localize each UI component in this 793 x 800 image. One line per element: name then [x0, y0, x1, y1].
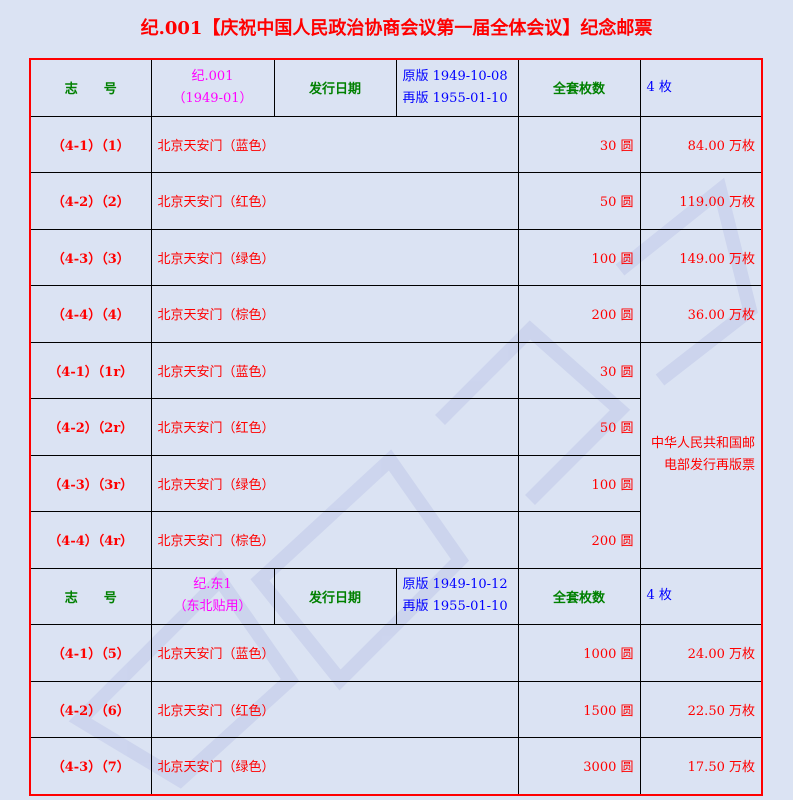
stamp-id: （4-2）（6）	[29, 680, 152, 738]
stamp-name: 北京天安门（绿色）	[150, 454, 519, 512]
issue-dates: 原版 1949-10-08 再版 1955-01-10	[395, 58, 519, 117]
stamp-id: （4-3）（3r）	[29, 454, 152, 512]
stamp-id: （4-4）（4）	[29, 285, 152, 343]
stamp-name: 北京天安门（绿色）	[150, 228, 519, 286]
stamp-id: （4-1）（5）	[29, 624, 152, 682]
section-header-row: 志 号 纪.001 （1949-01） 发行日期 原版 1949-10-08 再版 195…	[29, 58, 763, 117]
stamp-id: （4-1）（1r）	[29, 341, 152, 399]
set-count-label: 全套枚数	[517, 567, 641, 625]
face-value: 50 圆	[517, 398, 641, 456]
set-count-value: 4 枚	[639, 58, 763, 117]
table-row: （4-1）（1） 北京天安门（蓝色） 30 圆 84.00 万枚	[29, 115, 763, 173]
set-count-value: 4 枚	[639, 567, 763, 625]
zhihao-label: 志 号	[29, 58, 152, 117]
issue-code-sub: （1949-01）	[172, 90, 253, 106]
stamp-id: （4-2）（2r）	[29, 398, 152, 456]
stamp-name: 北京天安门（棕色）	[150, 285, 519, 343]
stamp-name: 北京天安门（红色）	[150, 398, 519, 456]
print-quantity: 84.00 万枚	[639, 115, 763, 173]
print-quantity: 17.50 万枚	[639, 737, 763, 795]
face-value: 200 圆	[517, 511, 641, 569]
stamp-id: （4-1）（1）	[29, 115, 152, 173]
stamp-id: （4-3）（7）	[29, 737, 152, 795]
stamp-id: （4-3）（3）	[29, 228, 152, 286]
table-row: （4-2）（6） 北京天安门（红色） 1500 圆 22.50 万枚	[29, 680, 763, 738]
face-value: 100 圆	[517, 454, 641, 512]
face-value: 200 圆	[517, 285, 641, 343]
print-quantity: 149.00 万枚	[639, 228, 763, 286]
issue-date-label: 发行日期	[273, 58, 397, 117]
stamp-name: 北京天安门（绿色）	[150, 737, 519, 795]
issue-code-sub: （东北贴用）	[173, 599, 252, 615]
stamp-id: （4-2）（2）	[29, 172, 152, 230]
stamp-table: 志 号纪.001 （1949-01） 发行日期 原版 1949-10-08 再版 195…	[29, 58, 763, 796]
stamp-name: 北京天安门（红色）	[150, 680, 519, 738]
face-value: 1000 圆	[517, 624, 641, 682]
issue-date-label: 发行日期	[273, 567, 397, 625]
face-value: 3000 圆	[517, 737, 641, 795]
issue-dates: 原版 1949-10-12 再版 1955-01-10	[395, 567, 519, 625]
issue-code: 纪.001 （1949-01）	[150, 58, 275, 117]
table-row: （4-4）（4r） 北京天安门（棕色） 200 圆	[29, 511, 762, 569]
table-row: （4-1）（5） 北京天安门（蓝色） 1000 圆 24.00 万枚	[29, 624, 763, 682]
table-row: （4-1）（1r） 北京天安门（蓝色） 30 圆中华人民共和国邮电部发行再版票	[29, 341, 763, 569]
stamp-name: 北京天安门（蓝色）	[150, 341, 519, 399]
reprint-date: 再版 1955-01-10	[402, 599, 508, 615]
reprint-note: 中华人民共和国邮电部发行再版票	[639, 341, 763, 569]
stamp-name: 北京天安门（棕色）	[150, 511, 519, 569]
original-date: 原版 1949-10-12	[402, 577, 508, 593]
print-quantity: 22.50 万枚	[639, 680, 763, 738]
page-title: 纪.001【庆祝中国人民政治协商会议第一届全体会议】纪念邮票	[140, 18, 653, 39]
section-header-row: 志 号 纪.东1 （东北贴用） 发行日期 原版 1949-10-12 再版 1955-01…	[29, 567, 763, 625]
table-row: （4-4）（4） 北京天安门（棕色） 200 圆 36.00 万枚	[29, 285, 763, 343]
issue-code: 纪.东1 （东北贴用）	[150, 567, 275, 625]
stamp-name: 北京天安门（蓝色）	[150, 624, 519, 682]
face-value: 30 圆	[517, 115, 641, 173]
issue-code-main: 纪.东1	[193, 577, 232, 593]
print-quantity: 36.00 万枚	[639, 285, 763, 343]
original-date: 原版 1949-10-08	[402, 68, 508, 84]
face-value: 50 圆	[517, 172, 641, 230]
zhihao-label: 志 号	[29, 567, 152, 625]
reprint-date: 再版 1955-01-10	[402, 90, 508, 106]
set-count-label: 全套枚数	[517, 58, 641, 117]
table-row: （4-2）（2） 北京天安门（红色） 50 圆 119.00 万枚	[29, 172, 763, 230]
stamp-name: 北京天安门（红色）	[150, 172, 519, 230]
face-value: 1500 圆	[517, 680, 641, 738]
print-quantity: 119.00 万枚	[639, 172, 763, 230]
table-row: （4-3）（7） 北京天安门（绿色） 3000 圆 17.50 万枚	[29, 737, 763, 795]
issue-code-main: 纪.001	[191, 68, 234, 84]
table-row: （4-3）（3） 北京天安门（绿色） 100 圆 149.00 万枚	[29, 228, 763, 286]
stamp-name: 北京天安门（蓝色）	[150, 115, 519, 173]
face-value: 30 圆	[517, 341, 641, 399]
table-row: （4-2）（2r） 北京天安门（红色） 50 圆	[29, 398, 762, 456]
print-quantity: 24.00 万枚	[639, 624, 763, 682]
face-value: 100 圆	[517, 228, 641, 286]
stamp-id: （4-4）（4r）	[29, 511, 152, 569]
